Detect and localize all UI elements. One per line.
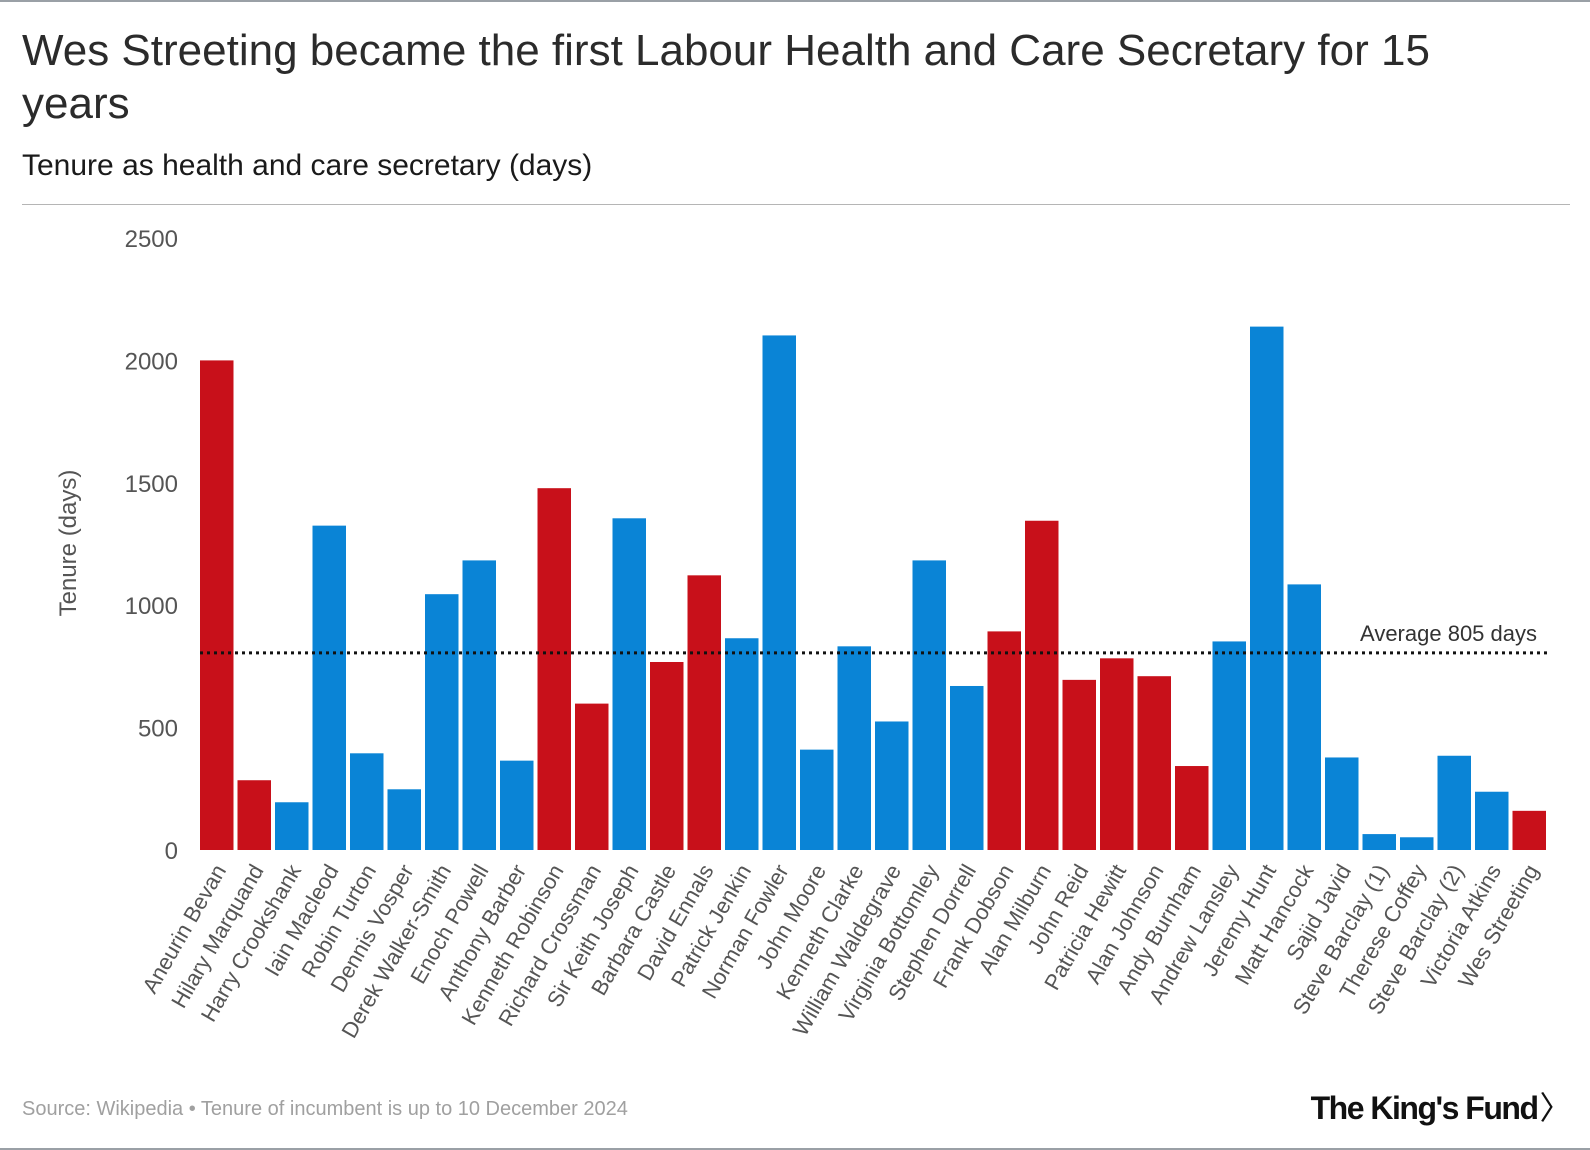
y-tick-label: 1000: [125, 593, 178, 620]
bar-derek-walker-smith: [425, 594, 459, 850]
y-tick-label: 2500: [125, 226, 178, 253]
bar-chart: Tenure (days) 0 500 1000 1500 2000 2500 Avera…: [55, 226, 1550, 1042]
average-line-group: Average 805 days: [200, 621, 1550, 655]
y-axis-ticks: 0 500 1000 1500 2000 2500: [125, 226, 178, 865]
bar-william-waldegrave: [875, 721, 909, 850]
y-tick-label: 2000: [125, 348, 178, 375]
bar-enoch-powell: [462, 560, 496, 850]
source-note: Source: Wikipedia • Tenure of incumbent …: [22, 1098, 628, 1120]
y-tick-label: 500: [138, 716, 178, 743]
bar-patrick-jenkin: [725, 638, 759, 850]
bar-alan-milburn: [1025, 520, 1059, 850]
bar-frank-dobson: [987, 631, 1021, 850]
bar-david-ennals: [687, 575, 721, 850]
bar-patricia-hewitt: [1100, 658, 1134, 850]
bar-therese-coffey: [1400, 837, 1434, 850]
bar-dennis-vosper: [387, 789, 421, 850]
top-border: [0, 0, 1590, 2]
header-divider: [22, 204, 1570, 205]
bar-wes-streeting: [1512, 810, 1546, 850]
bar-andy-burnham: [1175, 766, 1209, 850]
y-axis-label: Tenure (days): [55, 470, 82, 617]
bar-iain-macleod: [312, 525, 346, 850]
bottom-border: [0, 1148, 1590, 1150]
chart-title: Wes Streeting became the first Labour He…: [22, 26, 1430, 128]
bar-kenneth-clarke: [837, 646, 871, 850]
bar-robin-turton: [350, 753, 384, 850]
bar-stephen-dorrell: [950, 685, 984, 850]
y-tick-label: 1500: [125, 471, 178, 498]
bar-virginia-bottomley: [912, 560, 946, 850]
bar-victoria-atkins: [1475, 791, 1509, 850]
chart-subtitle: Tenure as health and care secretary (day…: [22, 149, 593, 182]
bar-steve-barclay-2: [1437, 755, 1471, 850]
bar-anthony-barber: [500, 760, 534, 850]
bar-kenneth-robinson: [537, 488, 571, 850]
average-label: Average 805 days: [1360, 621, 1537, 646]
kings-fund-logo: The King's Fund〉: [1310, 1083, 1572, 1129]
bar-jeremy-hunt: [1250, 326, 1284, 850]
bar-harry-crookshank: [275, 802, 309, 850]
bar-hilary-marquand: [237, 780, 271, 850]
bar-aneurin-bevan: [200, 360, 234, 850]
y-tick-label: 0: [165, 838, 178, 865]
bar-steve-barclay-1: [1362, 834, 1396, 850]
bar-barbara-castle: [650, 661, 684, 850]
bar-john-moore: [800, 749, 834, 850]
bar-matt-hancock: [1287, 584, 1321, 850]
bar-john-reid: [1062, 679, 1096, 850]
bar-richard-crossman: [575, 703, 609, 850]
bars: [200, 326, 1546, 850]
bar-alan-johnson: [1137, 676, 1171, 850]
logo-text: The King's Fund: [1310, 1090, 1539, 1126]
logo-chevron-icon: 〉: [1539, 1090, 1571, 1126]
bar-sajid-javid: [1325, 757, 1359, 850]
bar-andrew-lansley: [1212, 641, 1246, 850]
bar-norman-fowler: [762, 335, 796, 850]
bar-sir-keith-joseph: [612, 518, 646, 850]
